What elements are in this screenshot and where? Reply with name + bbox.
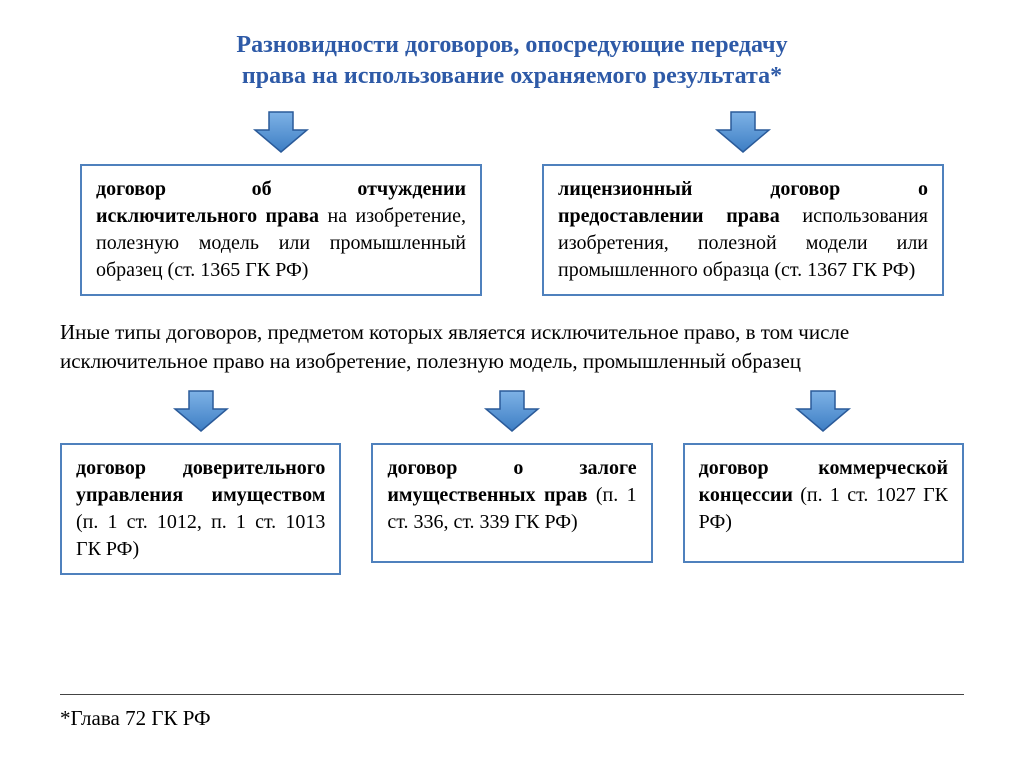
box-rest: (п. 1 ст. 1012, п. 1 ст. 1013 ГК РФ) [76,511,325,560]
title-line-2: права на использование охраняемого резул… [242,63,782,89]
top-col-2: лицензионный договор о предоставлении пр… [542,110,944,296]
box-commercial-concession: договор коммерческой концессии (п. 1 ст.… [683,443,964,563]
down-arrow-icon [793,389,853,433]
footer-divider [60,694,964,695]
bottom-col-3: договор коммерческой концессии (п. 1 ст.… [683,389,964,575]
down-arrow-icon [713,110,773,154]
middle-paragraph: Иные типы договоров, предметом которых я… [60,318,964,375]
box-alienation-contract: договор об отчуждении исключительного пр… [80,164,482,296]
box-bold: договор доверительного управления имущес… [76,457,325,506]
box-license-contract: лицензионный договор о предоставлении пр… [542,164,944,296]
box-trust-management: договор доверительного управления имущес… [60,443,341,575]
top-col-1: договор об отчуждении исключительного пр… [80,110,482,296]
bottom-col-2: договор о залоге имущественных прав (п. … [371,389,652,575]
footnote-text: *Глава 72 ГК РФ [60,706,211,731]
title-line-1: Разновидности договоров, опосредующие пе… [236,32,787,58]
bottom-col-1: договор доверительного управления имущес… [60,389,341,575]
diagram-title: Разновидности договоров, опосредующие пе… [60,30,964,92]
top-row: договор об отчуждении исключительного пр… [60,110,964,296]
down-arrow-icon [482,389,542,433]
bottom-row: договор доверительного управления имущес… [60,389,964,575]
down-arrow-icon [171,389,231,433]
box-pledge-rights: договор о залоге имущественных прав (п. … [371,443,652,563]
down-arrow-icon [251,110,311,154]
